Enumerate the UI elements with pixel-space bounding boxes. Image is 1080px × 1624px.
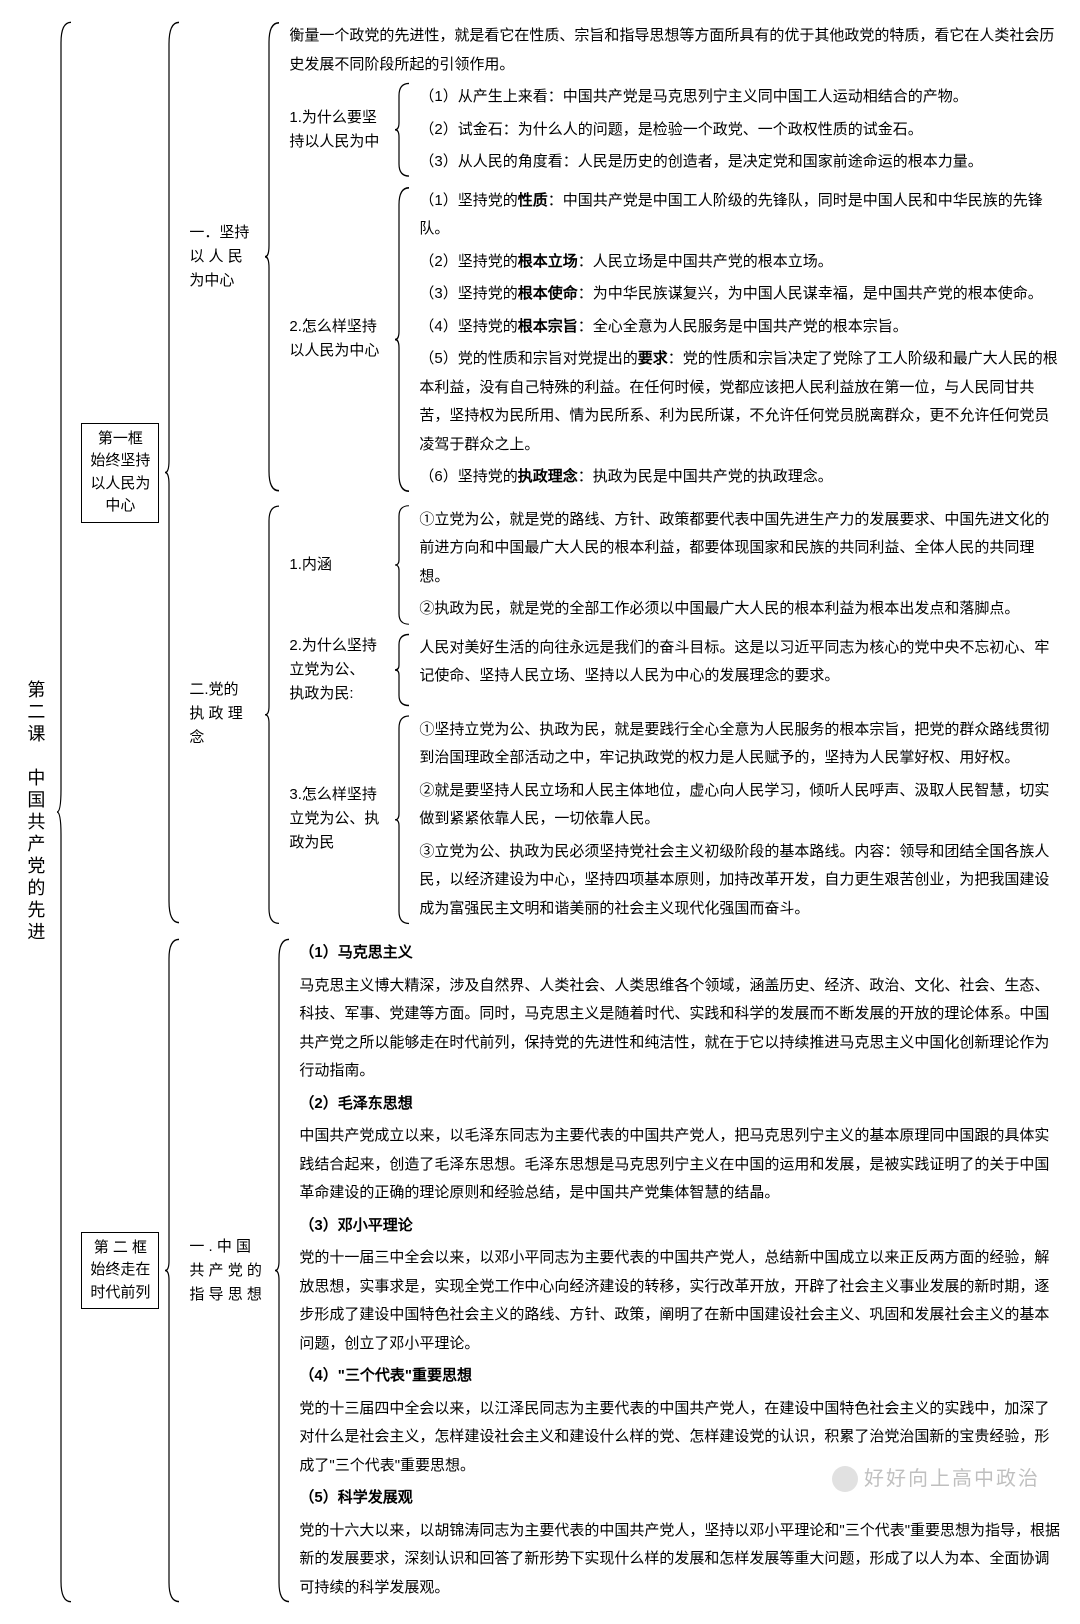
f1s2q1-row: 1.内涵 ①立党为公，就是党的路线、方针、政策都要代表中国先进生产力的发展要求、…	[285, 504, 1065, 626]
paragraph: 党的十六大以来，以胡锦涛同志为主要代表的中国共产党人，坚持以邓小平理论和"三个代…	[295, 1515, 1065, 1605]
list-item: （5）党的性质和宗旨对党提出的要求：党的性质和宗旨决定了党除了工人阶级和最广大人…	[415, 343, 1065, 461]
f1s2q3-row: 3.怎么样坚持 立党为公、执 政为民 ①坚持立党为公、执政为民，就是要践行全心全…	[285, 714, 1065, 926]
list-item: ②就是要坚持人民立场和人民主体地位，虚心向人民学习，倾听人民呼声、汲取人民智慧，…	[415, 775, 1065, 836]
list-item: （6）坚持党的执政理念：执政为民是中国共产党的执政理念。	[415, 461, 1065, 494]
heading: （2）毛泽东思想	[295, 1088, 1065, 1121]
f1s2q2-label: 2.为什么坚持 立党为公、 执政为民:	[289, 634, 389, 706]
outline-root: 第二课 中国共产党的先进 第一框 始终坚持 以人民为 中心 一．坚持 以 人 民…	[15, 20, 1065, 1604]
f1s1q1-row: 1.为什么要坚 持以人民为中 （1）从产生上来看：中国共产党是马克思列宁主义同中…	[285, 81, 1065, 179]
brace-root	[57, 20, 75, 1604]
paragraph: 中国共产党成立以来，以毛泽东同志为主要代表的中国共产党人，把马克思列宁主义的基本…	[295, 1120, 1065, 1210]
frame2-label: 第 二 框 始终走在 时代前列	[81, 1232, 159, 1310]
brace-f1s2q3	[395, 714, 413, 926]
list-item: ①坚持立党为公、执政为民，就是要践行全心全意为人民服务的根本宗旨，把党的群众路线…	[415, 714, 1065, 775]
heading: （4）"三个代表"重要思想	[295, 1360, 1065, 1393]
frame1-children: 一．坚持 以 人 民 为中心 衡量一个政党的先进性，就是看它在性质、宗旨和指导思…	[185, 20, 1065, 925]
frame2-label-node: 第 二 框 始终走在 时代前列	[77, 937, 163, 1604]
brace-f2s1	[275, 937, 293, 1604]
paragraph: 党的十一届三中全会以来，以邓小平同志为主要代表的中国共产党人，总结新中国成立以来…	[295, 1242, 1065, 1360]
f1s2-row: 二.党的 执 政 理 念 1.内涵 ①立党为公，就是党的路线、方针、政策都要代表…	[185, 504, 1065, 926]
brace-f1s2q2	[395, 632, 413, 708]
list-item: （1）坚持党的性质：中国共产党是中国工人阶级的先锋队，同时是中国人民和中华民族的…	[415, 185, 1065, 246]
f1s2q2-label-node: 2.为什么坚持 立党为公、 执政为民:	[285, 632, 393, 708]
heading: （1）马克思主义	[295, 937, 1065, 970]
f1s1-row: 一．坚持 以 人 民 为中心 衡量一个政党的先进性，就是看它在性质、宗旨和指导思…	[185, 20, 1065, 494]
f1s2-children: 1.内涵 ①立党为公，就是党的路线、方针、政策都要代表中国先进生产力的发展要求、…	[285, 504, 1065, 926]
f1s2q3-label-node: 3.怎么样坚持 立党为公、执 政为民	[285, 714, 393, 926]
f1s1-label-node: 一．坚持 以 人 民 为中心	[185, 20, 263, 494]
list-item: （2）试金石：为什么人的问题，是检验一个政党、一个政权性质的试金石。	[415, 114, 1065, 147]
f1s2q1-items: ①立党为公，就是党的路线、方针、政策都要代表中国先进生产力的发展要求、中国先进文…	[415, 504, 1065, 626]
f2s1-body: （1）马克思主义 马克思主义博大精深，涉及自然界、人类社会、人类思维各个领域，涵…	[295, 937, 1065, 1604]
f1s2q3-label: 3.怎么样坚持 立党为公、执 政为民	[289, 783, 389, 855]
f1s2q1-label-node: 1.内涵	[285, 504, 393, 626]
f1s1q1-label-node: 1.为什么要坚 持以人民为中	[285, 81, 393, 179]
f1s2-label-node: 二.党的 执 政 理 念	[185, 504, 263, 926]
f1s2-label: 二.党的 执 政 理 念	[189, 678, 259, 750]
f2s1-label-node: 一 . 中 国 共 产 党 的 指 导 思 想	[185, 937, 273, 1604]
brace-f1s2	[265, 504, 283, 926]
list-item: （1）从产生上来看：中国共产党是马克思列宁主义同中国工人运动相结合的产物。	[415, 81, 1065, 114]
f1s2q1-label: 1.内涵	[289, 553, 389, 577]
paragraph: 党的十三届四中全会以来，以江泽民同志为主要代表的中国共产党人，在建设中国特色社会…	[295, 1393, 1065, 1483]
f1s1q1-label: 1.为什么要坚 持以人民为中	[289, 106, 389, 154]
brace-frame1	[165, 20, 183, 925]
brace-f1s1q2	[395, 185, 413, 494]
f1s2q3-items: ①坚持立党为公、执政为民，就是要践行全心全意为人民服务的根本宗旨，把党的群众路线…	[415, 714, 1065, 926]
f1s1q2-items: （1）坚持党的性质：中国共产党是中国工人阶级的先锋队，同时是中国人民和中华民族的…	[415, 185, 1065, 494]
f1s1q1-items: （1）从产生上来看：中国共产党是马克思列宁主义同中国工人运动相结合的产物。 （2…	[415, 81, 1065, 179]
list-item: ③立党为公、执政为民必须坚持党社会主义初级阶段的基本路线。内容：领导和团结全国各…	[415, 836, 1065, 926]
f1s2q2-row: 2.为什么坚持 立党为公、 执政为民: 人民对美好生活的向往永远是我们的奋斗目标…	[285, 632, 1065, 708]
brace-frame2	[165, 937, 183, 1604]
f1s1q2-row: 2.怎么样坚持 以人民为中心 （1）坚持党的性质：中国共产党是中国工人阶级的先锋…	[285, 185, 1065, 494]
frame1-row: 第一框 始终坚持 以人民为 中心 一．坚持 以 人 民 为中心 衡量一个政党的先…	[77, 20, 1065, 925]
f1s1-intro: 衡量一个政党的先进性，就是看它在性质、宗旨和指导思想等方面所具有的优于其他政党的…	[285, 20, 1065, 81]
f1s1-label: 一．坚持 以 人 民 为中心	[189, 221, 259, 293]
list-item: ②执政为民，就是党的全部工作必须以中国最广大人民的根本利益为根本出发点和落脚点。	[415, 593, 1065, 626]
frame2-children: 一 . 中 国 共 产 党 的 指 导 思 想 （1）马克思主义 马克思主义博大…	[185, 937, 1065, 1604]
f1s1q2-label-node: 2.怎么样坚持 以人民为中心	[285, 185, 393, 494]
frame1-label: 第一框 始终坚持 以人民为 中心	[81, 423, 159, 523]
heading: （3）邓小平理论	[295, 1210, 1065, 1243]
root-label: 第二课 中国共产党的先进	[19, 680, 51, 944]
list-item: （3）从人民的角度看：人民是历史的创造者，是决定党和国家前途命运的根本力量。	[415, 146, 1065, 179]
brace-f1s2q1	[395, 504, 413, 626]
f2s1-label: 一 . 中 国 共 产 党 的 指 导 思 想	[189, 1235, 269, 1307]
list-item: （2）坚持党的根本立场：人民立场是中国共产党的根本立场。	[415, 246, 1065, 279]
heading: （5）科学发展观	[295, 1482, 1065, 1515]
paragraph: 马克思主义博大精深，涉及自然界、人类社会、人类思维各个领域，涵盖历史、经济、政治…	[295, 970, 1065, 1088]
list-item: （3）坚持党的根本使命：为中华民族谋复兴，为中国人民谋幸福，是中国共产党的根本使…	[415, 278, 1065, 311]
brace-f1s1q1	[395, 81, 413, 179]
f1s1q2-label: 2.怎么样坚持 以人民为中心	[289, 315, 389, 363]
frame2-row: 第 二 框 始终走在 时代前列 一 . 中 国 共 产 党 的 指 导 思 想 …	[77, 937, 1065, 1604]
root-label-node: 第二课 中国共产党的先进	[15, 20, 55, 1604]
leaf-text: 人民对美好生活的向往永远是我们的奋斗目标。这是以习近平同志为核心的党中央不忘初心…	[415, 632, 1065, 693]
list-item: （4）坚持党的根本宗旨：全心全意为人民服务是中国共产党的根本宗旨。	[415, 311, 1065, 344]
f1s1-children: 衡量一个政党的先进性，就是看它在性质、宗旨和指导思想等方面所具有的优于其他政党的…	[285, 20, 1065, 494]
brace-f1s1	[265, 20, 283, 494]
frame1-label-node: 第一框 始终坚持 以人民为 中心	[77, 20, 163, 925]
f1s2q2-text: 人民对美好生活的向往永远是我们的奋斗目标。这是以习近平同志为核心的党中央不忘初心…	[415, 632, 1065, 708]
root-children: 第一框 始终坚持 以人民为 中心 一．坚持 以 人 民 为中心 衡量一个政党的先…	[77, 20, 1065, 1604]
list-item: ①立党为公，就是党的路线、方针、政策都要代表中国先进生产力的发展要求、中国先进文…	[415, 504, 1065, 594]
